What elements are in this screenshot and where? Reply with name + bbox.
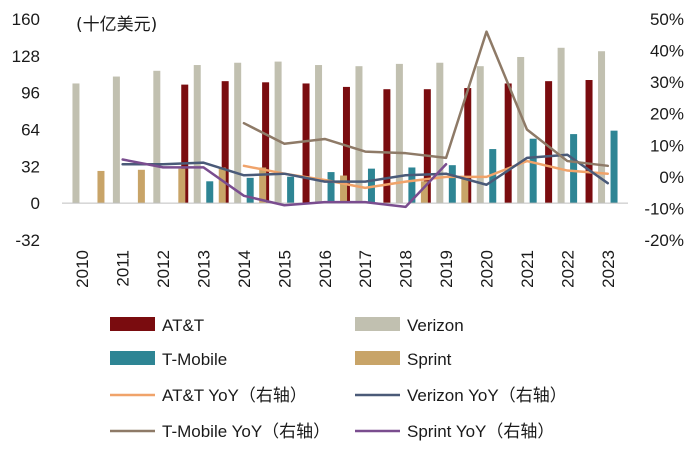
legend-label-t-mobile-yoy: T-Mobile YoY（右轴）	[162, 422, 330, 441]
right-tick-label: 20%	[650, 105, 684, 124]
left-tick-label: 32	[21, 157, 40, 176]
bar-sprint-2013	[218, 167, 226, 204]
bar-t-mobile-2019	[448, 165, 456, 204]
right-tick-label: 50%	[650, 10, 684, 29]
x-tick-label-2019: 2019	[437, 250, 456, 288]
bar-atandt-2021	[504, 83, 512, 204]
legend-swatch-sprint	[355, 351, 400, 365]
line-t-mobile-yoy	[242, 30, 610, 168]
bar-sprint-2016	[340, 175, 348, 204]
right-tick-label: 40%	[650, 42, 684, 61]
bar-verizon-2012	[153, 70, 161, 204]
x-tick-label-2018: 2018	[397, 250, 416, 288]
bar-t-mobile-2021	[529, 138, 537, 204]
bar-verizon-2020	[476, 66, 484, 204]
right-tick-label: 30%	[650, 73, 684, 92]
x-tick-label-2012: 2012	[154, 250, 173, 288]
bar-atandt-2014	[221, 81, 229, 204]
bar-verizon-2016	[315, 65, 323, 204]
bar-verizon-2021	[517, 56, 525, 204]
bar-t-mobile-2013	[206, 181, 214, 204]
bar-verizon-2017	[355, 66, 363, 204]
legend-label-sprint: Sprint	[407, 350, 452, 369]
bar-verizon-2014	[234, 62, 242, 204]
x-tick-label-2022: 2022	[558, 250, 577, 288]
left-axis-ticks: -32 0 32 64 96 128 160	[12, 10, 40, 250]
line-verizon-yoy	[121, 153, 610, 186]
legend-label-atandt-yoy: AT&T YoY（右轴）	[162, 386, 307, 405]
right-tick-label: 0%	[659, 168, 684, 187]
bar-atandt-2023	[585, 80, 593, 204]
bar-verizon-2013	[193, 65, 201, 204]
bar-sprint-2018	[420, 181, 428, 204]
bar-atandt-2013	[181, 84, 189, 204]
x-axis-ticks: 2010 2011 2012 2013 2014 2015 2016 2017 2018 2019…	[73, 250, 618, 288]
bar-t-mobile-2015	[287, 176, 295, 204]
bar-t-mobile-2014	[246, 177, 254, 204]
legend-label-atandt: AT&T	[162, 316, 204, 335]
x-tick-label-2015: 2015	[275, 250, 294, 288]
legend-swatch-t-mobile	[110, 351, 155, 365]
bar-sprint-2010	[97, 170, 105, 204]
x-tick-label-2013: 2013	[195, 250, 214, 288]
line-sprint-yoy	[121, 158, 448, 209]
bar-atandt-2018	[383, 89, 391, 204]
bar-sprint-2012	[178, 168, 186, 204]
x-tick-label-2016: 2016	[316, 250, 335, 288]
bars-layer	[72, 47, 618, 204]
right-tick-label: -10%	[644, 199, 684, 218]
x-tick-label-2023: 2023	[599, 250, 618, 288]
legend-label-t-mobile: T-Mobile	[162, 350, 227, 369]
bar-atandt-2019	[423, 89, 431, 204]
bar-atandt-2015	[262, 82, 270, 204]
bar-atandt-2020	[464, 88, 472, 204]
x-tick-label-2021: 2021	[518, 250, 537, 288]
bar-atandt-2016	[302, 83, 310, 204]
bar-verizon-2023	[598, 51, 606, 204]
right-tick-label: -20%	[644, 231, 684, 250]
bar-sprint-2014	[259, 167, 267, 204]
left-tick-label: 160	[12, 10, 40, 29]
x-tick-label-2014: 2014	[235, 250, 254, 288]
legend-label-sprint-yoy: Sprint YoY（右轴）	[407, 422, 554, 441]
bar-sprint-2011	[137, 169, 145, 204]
legend-swatch-verizon	[355, 317, 400, 331]
bar-atandt-2022	[545, 81, 553, 204]
left-tick-label: 64	[21, 121, 40, 140]
bar-t-mobile-2020	[489, 149, 497, 204]
right-tick-label: 10%	[650, 136, 684, 155]
legend-label-verizon: Verizon	[407, 316, 464, 335]
left-tick-label: 128	[12, 47, 40, 66]
bar-verizon-2011	[112, 76, 120, 204]
x-tick-label-2011: 2011	[114, 250, 133, 287]
bar-verizon-2022	[557, 47, 565, 204]
bar-verizon-2015	[274, 61, 282, 204]
bar-verizon-2010	[72, 83, 80, 204]
bar-verizon-2019	[436, 62, 444, 204]
bar-t-mobile-2023	[610, 130, 618, 204]
legend-swatch-atandt	[110, 317, 155, 331]
left-tick-label: -32	[15, 231, 40, 250]
bar-sprint-2019	[461, 178, 469, 204]
legend: AT&T Verizon T-Mobile Sprint AT&T YoY（右轴） Ver…	[110, 316, 567, 441]
x-tick-label-2017: 2017	[356, 250, 375, 288]
legend-label-verizon-yoy: Verizon YoY（右轴）	[407, 386, 567, 405]
bar-t-mobile-2016	[327, 172, 335, 204]
x-tick-label-2010: 2010	[73, 250, 92, 288]
right-axis-ticks: -20% -10% 0% 10% 20% 30% 40% 50%	[644, 10, 684, 250]
lines-layer	[121, 30, 610, 209]
left-tick-label: 96	[21, 84, 40, 103]
bar-verizon-2018	[395, 63, 403, 204]
unit-label: (十亿美元)	[76, 15, 157, 35]
bar-t-mobile-2018	[408, 167, 416, 204]
bar-t-mobile-2022	[570, 134, 578, 204]
left-tick-label: 0	[31, 194, 40, 213]
x-tick-label-2020: 2020	[478, 250, 497, 288]
